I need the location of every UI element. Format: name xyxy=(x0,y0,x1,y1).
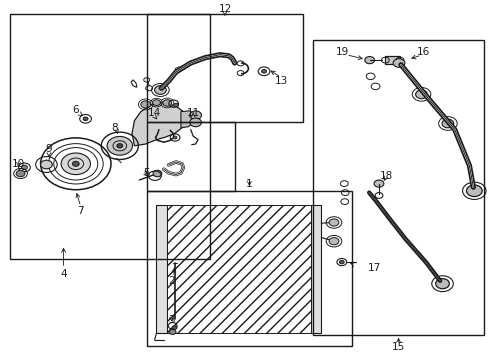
Bar xyxy=(167,205,310,333)
Bar xyxy=(146,122,234,191)
Bar xyxy=(310,205,321,333)
Text: 5: 5 xyxy=(143,168,150,178)
Circle shape xyxy=(152,100,160,105)
Text: 12: 12 xyxy=(218,4,231,14)
Bar xyxy=(10,14,210,259)
Text: 14: 14 xyxy=(147,108,161,118)
Circle shape xyxy=(141,101,150,108)
Text: 2: 2 xyxy=(167,276,174,286)
Circle shape xyxy=(392,59,404,67)
Text: 4: 4 xyxy=(60,269,67,279)
Circle shape xyxy=(117,144,122,148)
Circle shape xyxy=(172,326,177,329)
Polygon shape xyxy=(181,111,195,128)
Text: 18: 18 xyxy=(379,171,392,181)
Circle shape xyxy=(21,165,27,170)
Circle shape xyxy=(189,111,201,120)
Text: 7: 7 xyxy=(77,206,84,216)
Text: 17: 17 xyxy=(366,263,380,273)
Text: 15: 15 xyxy=(391,342,405,352)
Text: 16: 16 xyxy=(415,47,429,57)
Circle shape xyxy=(339,260,344,264)
Bar xyxy=(146,14,303,122)
Circle shape xyxy=(364,57,374,64)
Bar xyxy=(156,205,167,333)
Circle shape xyxy=(169,329,176,334)
Text: 13: 13 xyxy=(274,76,287,86)
Text: 8: 8 xyxy=(111,123,118,133)
Circle shape xyxy=(173,136,177,139)
Polygon shape xyxy=(132,103,185,146)
Circle shape xyxy=(261,69,266,73)
Circle shape xyxy=(415,90,427,99)
Bar xyxy=(385,56,399,64)
Circle shape xyxy=(173,103,178,107)
Circle shape xyxy=(72,161,79,166)
Text: 9: 9 xyxy=(45,144,52,154)
Circle shape xyxy=(328,238,338,245)
Circle shape xyxy=(16,170,25,177)
Text: 10: 10 xyxy=(12,159,25,169)
Circle shape xyxy=(154,86,166,94)
Text: 1: 1 xyxy=(245,179,252,189)
Circle shape xyxy=(373,180,383,187)
Circle shape xyxy=(435,279,448,289)
Circle shape xyxy=(41,160,52,169)
Text: 6: 6 xyxy=(72,105,79,115)
Circle shape xyxy=(163,100,171,106)
Circle shape xyxy=(441,119,453,128)
Bar xyxy=(146,191,351,346)
Text: 19: 19 xyxy=(335,47,348,57)
Circle shape xyxy=(189,118,201,127)
Circle shape xyxy=(466,185,481,197)
Bar xyxy=(312,40,483,335)
Circle shape xyxy=(61,153,90,175)
Circle shape xyxy=(153,170,162,177)
Circle shape xyxy=(328,219,338,226)
Text: 11: 11 xyxy=(186,108,200,118)
Circle shape xyxy=(107,136,132,155)
Circle shape xyxy=(83,117,88,121)
Text: 3: 3 xyxy=(167,315,174,325)
